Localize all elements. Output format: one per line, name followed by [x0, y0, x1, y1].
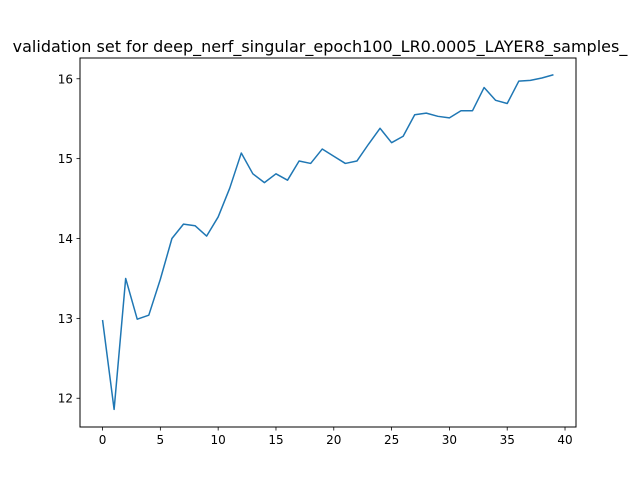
- x-tick-label: 25: [384, 433, 399, 447]
- x-tick-label: 20: [326, 433, 341, 447]
- x-tick-label: 40: [557, 433, 572, 447]
- x-tick-label: 5: [157, 433, 165, 447]
- y-tick-label: 15: [58, 152, 73, 166]
- x-tick-label: 0: [99, 433, 107, 447]
- y-tick-label: 13: [58, 312, 73, 326]
- x-axis: 0 5 10 15 20 25 30 35 40: [99, 427, 573, 447]
- y-axis: 12 13 14 15 16: [58, 72, 80, 406]
- y-tick-label: 14: [58, 232, 73, 246]
- x-tick-label: 35: [500, 433, 515, 447]
- plot-area: [101, 74, 554, 411]
- x-tick-label: 30: [442, 433, 457, 447]
- series-line-0: [101, 74, 554, 411]
- chart-title: validation set for deep_nerf_singular_ep…: [13, 37, 629, 57]
- x-tick-label: 10: [211, 433, 226, 447]
- axes-frame: [79, 57, 577, 428]
- y-tick-label: 16: [58, 72, 73, 86]
- y-tick-label: 12: [58, 392, 73, 406]
- x-tick-label: 15: [268, 433, 283, 447]
